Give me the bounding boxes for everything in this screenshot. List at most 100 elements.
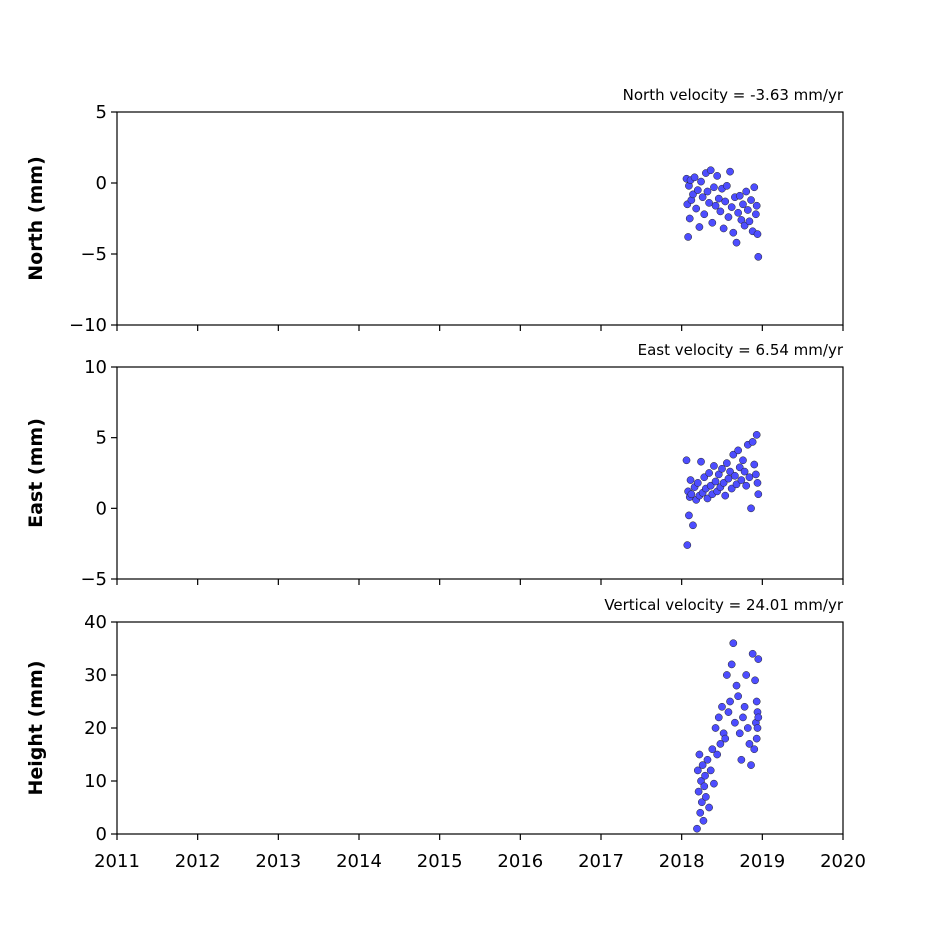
axes-frame xyxy=(116,111,844,326)
data-point xyxy=(747,196,755,204)
data-point xyxy=(716,740,725,748)
panel-title: East velocity = 6.54 mm/yr xyxy=(638,341,844,359)
x-tick-label: 2014 xyxy=(336,851,382,872)
panel-title: North velocity = -3.63 mm/yr xyxy=(623,86,844,104)
data-point xyxy=(701,771,709,780)
y-axis-label: East (mm) xyxy=(25,418,47,528)
data-point xyxy=(734,208,742,217)
data-point xyxy=(693,186,702,194)
y-tick-label: −5 xyxy=(80,244,107,265)
data-point xyxy=(750,745,759,754)
data-point xyxy=(747,504,755,513)
data-point xyxy=(710,183,718,192)
data-point xyxy=(714,194,723,203)
y-tick-label: −5 xyxy=(80,569,107,590)
data-point xyxy=(686,476,695,484)
data-point xyxy=(689,521,697,530)
data-point xyxy=(727,484,736,493)
data-point xyxy=(743,724,752,732)
data-point xyxy=(700,210,709,219)
data-point xyxy=(711,201,720,210)
data-point xyxy=(705,199,713,207)
data-point xyxy=(742,187,751,196)
data-point xyxy=(743,206,752,214)
data-point xyxy=(754,490,763,499)
data-point xyxy=(698,193,707,202)
data-point xyxy=(742,671,751,679)
data-point xyxy=(752,697,761,706)
data-point xyxy=(727,203,736,211)
data-point xyxy=(708,218,717,227)
data-point xyxy=(726,167,734,176)
x-tick-label: 2019 xyxy=(739,851,785,872)
data-point xyxy=(752,210,760,219)
data-point xyxy=(732,681,741,690)
data-point xyxy=(706,766,715,775)
data-point xyxy=(721,491,730,500)
data-point xyxy=(726,467,734,476)
y-tick-label: 0 xyxy=(96,498,107,519)
data-point xyxy=(724,474,733,483)
data-point xyxy=(719,224,728,233)
data-point xyxy=(748,438,757,446)
data-point xyxy=(721,197,730,206)
data-point xyxy=(754,252,763,261)
data-point xyxy=(754,655,763,663)
data-point xyxy=(721,734,730,743)
data-point xyxy=(706,481,715,490)
panel-title: Vertical velocity = 24.01 mm/yr xyxy=(604,596,844,614)
data-point xyxy=(745,740,754,748)
data-point xyxy=(697,457,705,466)
data-point xyxy=(702,793,710,801)
data-point xyxy=(698,761,707,769)
data-point xyxy=(747,761,755,769)
data-point xyxy=(753,479,762,487)
data-point xyxy=(711,477,720,486)
y-tick-label: 5 xyxy=(96,102,107,123)
data-point xyxy=(713,750,722,759)
data-point xyxy=(727,660,736,669)
data-point xyxy=(731,471,739,480)
data-point xyxy=(729,450,738,459)
y-tick-label: 0 xyxy=(96,173,107,194)
data-point xyxy=(714,713,723,722)
data-point xyxy=(694,787,703,796)
data-point xyxy=(740,702,749,711)
data-point xyxy=(724,708,733,716)
data-point xyxy=(724,213,733,221)
y-tick-label: 5 xyxy=(96,428,107,449)
data-point xyxy=(735,729,744,738)
data-point xyxy=(695,223,704,231)
data-point xyxy=(703,755,712,764)
data-point xyxy=(726,697,734,706)
data-point xyxy=(734,692,742,701)
data-point xyxy=(752,734,761,743)
data-point xyxy=(752,470,760,479)
data-point xyxy=(742,481,751,490)
x-tick-label: 2015 xyxy=(417,851,463,872)
data-point xyxy=(734,446,742,455)
data-point xyxy=(719,479,728,487)
data-point xyxy=(718,702,726,711)
x-tick-label: 2017 xyxy=(578,851,624,872)
y-axis-label: Height (mm) xyxy=(25,660,47,795)
data-point xyxy=(690,173,699,182)
data-point xyxy=(693,479,702,487)
data-point xyxy=(703,494,712,503)
data-point xyxy=(732,238,741,247)
axes-frame xyxy=(116,366,844,580)
data-point xyxy=(713,172,722,180)
y-tick-label: 0 xyxy=(96,824,107,845)
y-tick-label: 10 xyxy=(84,771,107,792)
data-point xyxy=(708,745,717,754)
data-point xyxy=(705,469,713,477)
data-point xyxy=(754,713,763,722)
data-point xyxy=(735,463,744,472)
data-point xyxy=(745,473,754,482)
data-point xyxy=(753,724,762,732)
data-point xyxy=(683,541,692,549)
data-point xyxy=(695,750,704,759)
data-point xyxy=(705,803,713,812)
data-point xyxy=(692,204,701,213)
